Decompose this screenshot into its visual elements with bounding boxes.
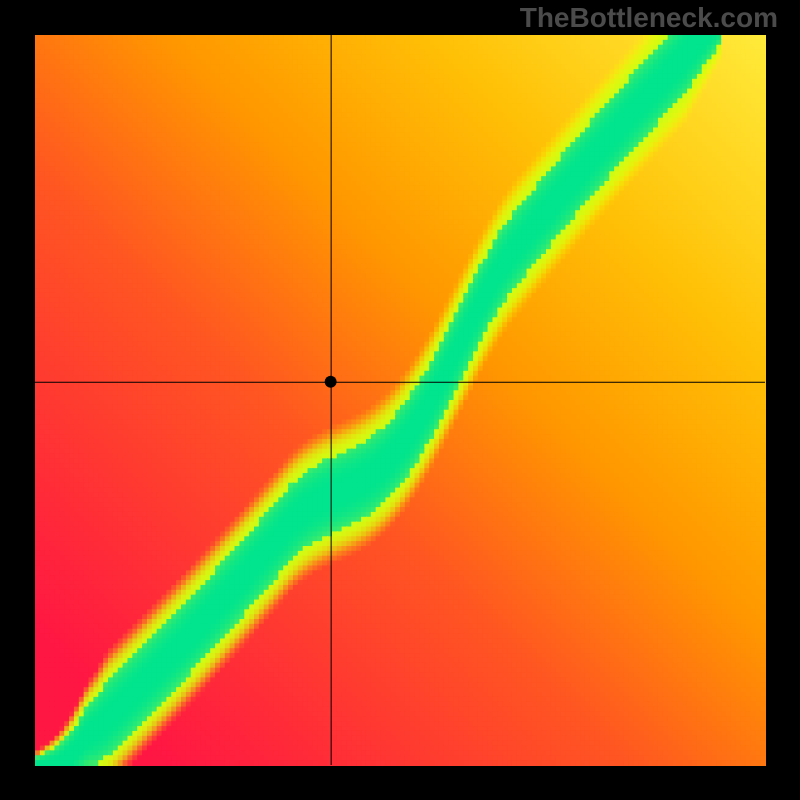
- bottleneck-heatmap: [0, 0, 800, 800]
- chart-container: TheBottleneck.com: [0, 0, 800, 800]
- watermark-text: TheBottleneck.com: [520, 2, 778, 34]
